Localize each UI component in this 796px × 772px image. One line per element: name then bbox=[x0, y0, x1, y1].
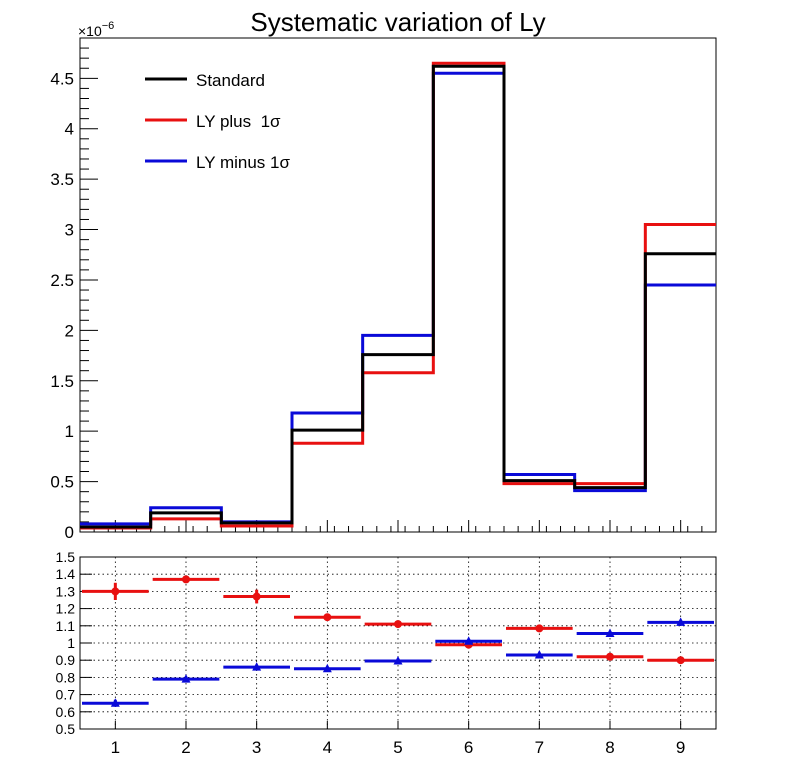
ratio-minus-point bbox=[393, 656, 403, 665]
y-tick-label: 4 bbox=[65, 120, 74, 139]
ratio-y-tick-label: 1.1 bbox=[56, 618, 76, 634]
ratio-y-tick-label: 0.7 bbox=[56, 687, 76, 703]
ratio-y-tick-label: 1.3 bbox=[56, 583, 76, 599]
ratio-minus-point bbox=[181, 674, 191, 683]
legend: Standard LY plus 1σ LY minus 1σ bbox=[145, 71, 290, 172]
y-tick-label: 1.5 bbox=[50, 372, 74, 391]
ratio-y-tick-label: 1.4 bbox=[56, 566, 76, 582]
ratio-y-tick-label: 0.8 bbox=[56, 669, 76, 685]
ratio-x-tick-label: 4 bbox=[323, 738, 332, 757]
ratio-y-tick-label: 1.2 bbox=[56, 601, 76, 617]
ratio-x-tick-label: 3 bbox=[252, 738, 261, 757]
y-tick-label: 2.5 bbox=[50, 271, 74, 290]
legend-label-standard: Standard bbox=[196, 71, 265, 90]
ratio-plus-point bbox=[252, 592, 261, 601]
ratio-y-tick-label: 0.6 bbox=[56, 704, 76, 720]
ratio-minus-point bbox=[534, 650, 544, 659]
upper-series-group bbox=[80, 61, 716, 530]
ratio-plus-point bbox=[535, 624, 544, 633]
ratio-minus-point bbox=[322, 663, 332, 673]
upper-frame bbox=[79, 37, 717, 533]
ratio-plus-point bbox=[394, 620, 402, 629]
ratio-y-tick-label: 0.9 bbox=[56, 652, 76, 668]
ratio-y-tick-label: 1.5 bbox=[56, 549, 76, 565]
ratio-x-tick-label: 7 bbox=[535, 738, 544, 757]
ratio-y-tick-label: 0.5 bbox=[56, 721, 76, 737]
series-plus-step bbox=[80, 61, 716, 530]
y-exponent-base: ×10 bbox=[78, 23, 102, 39]
ratio-minus-point bbox=[676, 617, 686, 626]
upper-axis-ticks: 0 0.5 1 1.5 2 2.5 3 3.5 4 4.5 bbox=[50, 37, 703, 542]
ratio-plus-point bbox=[606, 652, 614, 661]
ratio-minus-point bbox=[605, 628, 615, 638]
ratio-x-tick-label: 8 bbox=[605, 738, 614, 757]
y-exponent-power: −6 bbox=[102, 20, 115, 32]
lower-series-group bbox=[82, 575, 714, 707]
chart-title: Systematic variation of Ly bbox=[250, 7, 545, 37]
ratio-plus-point bbox=[676, 656, 685, 665]
lower-panel: 0.50.60.70.80.911.11.21.31.41.51 2 3 4 5 6 7 8 9 bbox=[56, 549, 717, 757]
y-tick-label: 3.5 bbox=[50, 170, 74, 189]
ratio-minus-point bbox=[252, 662, 262, 671]
ratio-minus-point bbox=[464, 636, 474, 645]
ratio-x-tick-label: 1 bbox=[111, 738, 120, 757]
y-tick-label: 0.5 bbox=[50, 473, 74, 492]
y-tick-label: 0 bbox=[65, 523, 74, 542]
lower-axis-ticks: 0.50.60.70.80.911.11.21.31.41.51 2 3 4 5 6 7 8 9 bbox=[56, 549, 686, 757]
ratio-plus-point bbox=[323, 613, 332, 622]
ratio-minus-point bbox=[110, 698, 120, 707]
y-tick-label: 1 bbox=[65, 422, 74, 441]
legend-label-minus: LY minus 1σ bbox=[196, 153, 290, 172]
upper-panel: Systematic variation of Ly ×10−6 0 0.5 1 1.… bbox=[50, 7, 717, 542]
y-tick-label: 4.5 bbox=[50, 69, 74, 88]
ratio-y-tick-label: 1 bbox=[67, 635, 75, 651]
ratio-x-tick-label: 5 bbox=[393, 738, 402, 757]
ratio-plus-point bbox=[182, 575, 190, 584]
y-tick-label: 2 bbox=[65, 321, 74, 340]
series-standard-step bbox=[80, 64, 716, 529]
series-minus-step bbox=[80, 71, 716, 526]
ratio-x-tick-label: 2 bbox=[181, 738, 190, 757]
y-exponent-label: ×10−6 bbox=[78, 20, 114, 39]
ratio-plus-point bbox=[111, 587, 120, 596]
legend-label-plus: LY plus 1σ bbox=[196, 112, 281, 131]
ratio-x-tick-label: 6 bbox=[464, 738, 473, 757]
lower-grid bbox=[80, 556, 716, 730]
ratio-x-tick-label: 9 bbox=[676, 738, 685, 757]
y-tick-label: 3 bbox=[65, 221, 74, 240]
